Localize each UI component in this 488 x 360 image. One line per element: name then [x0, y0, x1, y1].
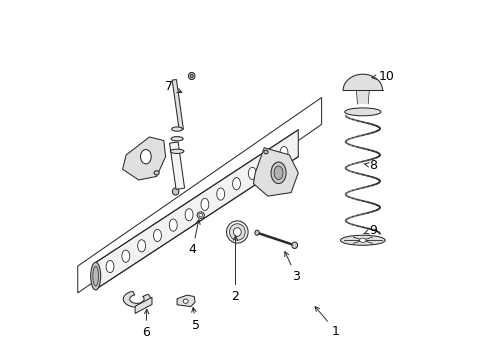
Ellipse shape [185, 209, 193, 221]
Ellipse shape [90, 262, 101, 290]
Ellipse shape [233, 228, 241, 236]
Polygon shape [123, 291, 150, 307]
Ellipse shape [274, 166, 283, 180]
Text: 10: 10 [371, 69, 393, 82]
Ellipse shape [270, 162, 285, 184]
Ellipse shape [170, 149, 183, 153]
Ellipse shape [264, 157, 271, 169]
Ellipse shape [254, 230, 259, 235]
Ellipse shape [226, 221, 247, 243]
Ellipse shape [122, 250, 129, 262]
Ellipse shape [183, 299, 188, 303]
Text: 9: 9 [363, 224, 376, 237]
Ellipse shape [229, 224, 244, 240]
Ellipse shape [201, 198, 208, 211]
Text: 7: 7 [165, 80, 182, 93]
Ellipse shape [280, 147, 287, 159]
Ellipse shape [359, 238, 366, 242]
Polygon shape [177, 295, 195, 307]
Ellipse shape [264, 150, 267, 154]
Polygon shape [169, 142, 184, 189]
Polygon shape [135, 297, 152, 314]
Text: 5: 5 [191, 307, 200, 332]
Ellipse shape [153, 229, 161, 242]
Ellipse shape [140, 149, 151, 164]
Polygon shape [122, 137, 165, 180]
Ellipse shape [340, 235, 385, 245]
Polygon shape [253, 148, 298, 196]
Ellipse shape [138, 240, 145, 252]
Ellipse shape [344, 108, 380, 116]
Ellipse shape [232, 177, 240, 190]
Ellipse shape [171, 127, 182, 131]
Ellipse shape [197, 212, 204, 219]
Text: 1: 1 [314, 307, 339, 338]
Polygon shape [96, 130, 298, 289]
Ellipse shape [169, 219, 177, 231]
Ellipse shape [199, 213, 202, 217]
Ellipse shape [106, 260, 114, 273]
Text: 8: 8 [363, 159, 377, 172]
Text: 6: 6 [142, 309, 149, 339]
Polygon shape [343, 74, 382, 90]
Polygon shape [356, 90, 368, 104]
Ellipse shape [154, 171, 159, 175]
Ellipse shape [188, 72, 195, 80]
Polygon shape [172, 80, 183, 130]
Ellipse shape [248, 167, 256, 179]
Ellipse shape [93, 266, 99, 286]
Text: 4: 4 [188, 220, 200, 256]
Ellipse shape [291, 242, 297, 248]
Ellipse shape [216, 188, 224, 200]
Ellipse shape [172, 188, 179, 195]
Polygon shape [78, 98, 321, 293]
Ellipse shape [190, 74, 193, 78]
Text: 3: 3 [284, 252, 300, 283]
Ellipse shape [171, 136, 183, 141]
Text: 2: 2 [231, 236, 239, 303]
